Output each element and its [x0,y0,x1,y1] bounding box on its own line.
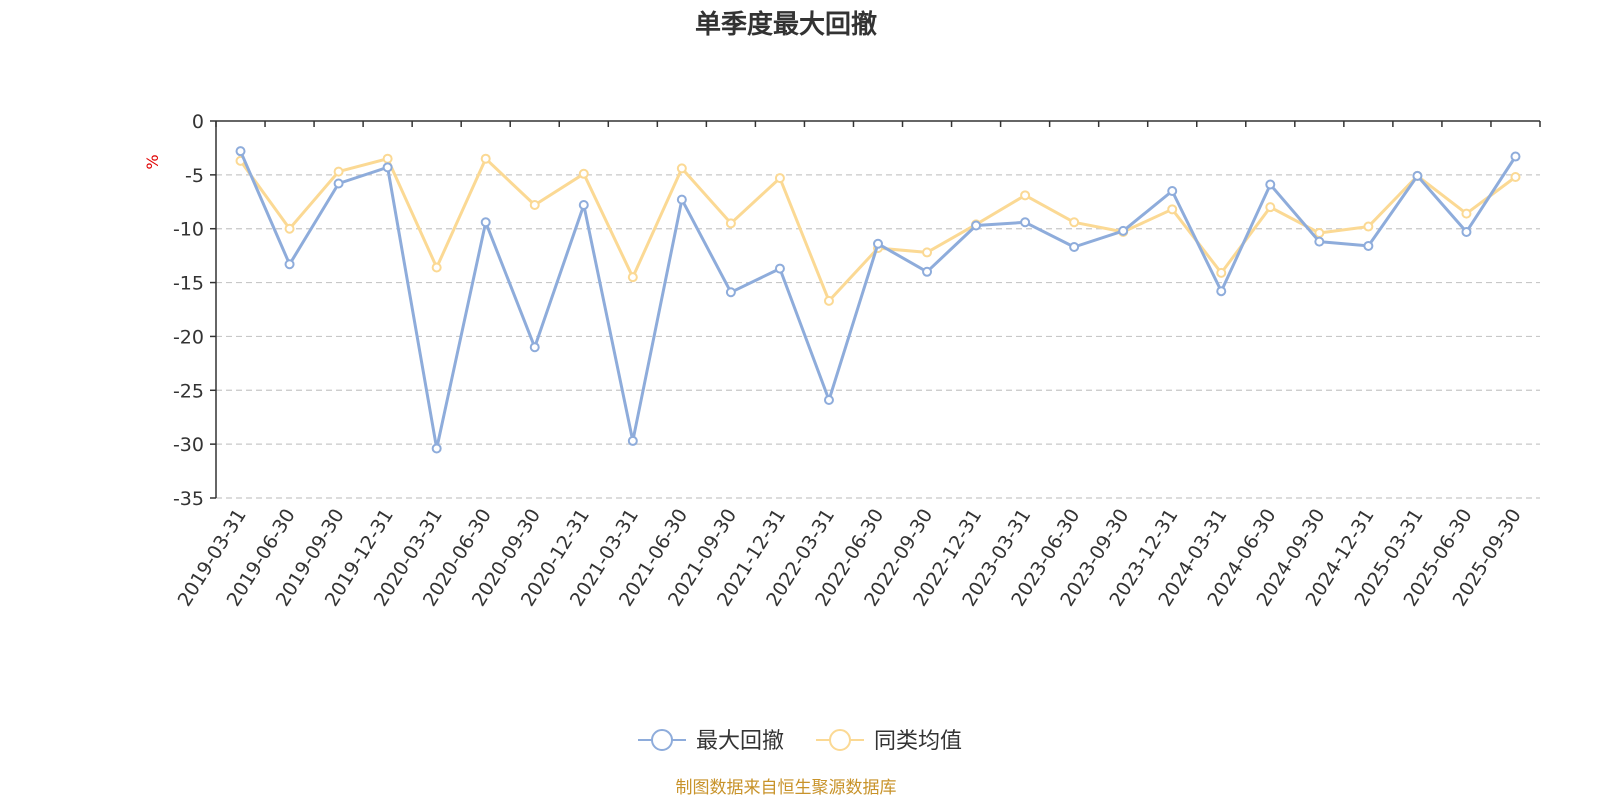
data-point [333,178,344,189]
data-point [627,272,638,283]
data-point [823,295,834,306]
chart-title: 单季度最大回撤 [695,9,877,40]
data-point [578,200,589,211]
data-point [431,443,442,454]
data-point [774,263,785,274]
x-axis-ticks: 2019-03-312019-06-302019-09-302019-12-31… [174,121,1541,610]
y-axis-ticks: 0 -5 -10 -15 -20 -25 -30 -35 [173,111,216,510]
legend-marker-icon [829,729,851,751]
y-axis-unit: % [143,154,162,169]
data-point [480,153,491,164]
series-group [235,146,1521,454]
y-tick-label: -10 [173,219,204,241]
data-point [1167,186,1178,197]
data-point [529,200,540,211]
data-point [1216,267,1227,278]
y-tick-label: -25 [173,380,204,402]
data-point [578,168,589,179]
y-tick-label: -5 [185,165,204,187]
data-point [1510,151,1521,162]
data-point [1167,204,1178,215]
data-point [284,259,295,270]
gridlines [216,174,1540,499]
data-point [1314,228,1325,239]
data-point [431,262,442,273]
data-point [1069,217,1080,228]
data-point [823,394,834,405]
data-point [725,287,736,298]
data-point [1461,226,1472,237]
y-tick-label: 0 [192,111,204,133]
data-point [922,247,933,258]
data-point [627,435,638,446]
axes [215,120,1540,498]
data-point [676,163,687,174]
source-footnote: 制图数据来自恒生聚源数据库 [676,778,897,798]
data-point [235,146,246,157]
legend-label: 同类均值 [874,729,962,754]
data-point [382,153,393,164]
series-最大回撤 [235,146,1521,454]
data-point [1412,170,1423,181]
data-point [873,238,883,249]
data-point [480,217,491,228]
data-point [284,223,295,234]
data-point [1069,242,1080,253]
data-point [1363,221,1374,232]
data-point [1265,202,1276,213]
data-point [529,342,540,353]
legend-item[interactable]: 最大回撤 [638,729,784,754]
legend-label: 最大回撤 [696,729,784,754]
data-point [1363,240,1374,251]
data-point [676,194,687,205]
data-point [1461,208,1472,219]
data-point [1265,179,1276,190]
data-point [1314,236,1325,247]
legend-marker-icon [651,729,673,751]
y-tick-label: -15 [173,273,204,295]
data-point [1510,172,1521,183]
data-point [1216,286,1227,297]
data-point [1118,225,1129,236]
data-point [382,162,393,173]
data-point [1020,217,1031,228]
legend-item[interactable]: 同类均值 [816,729,962,754]
data-point [774,173,785,184]
data-point [922,266,933,277]
legend[interactable]: 最大回撤 同类均值 [638,729,962,754]
data-point [725,218,736,229]
y-tick-label: -20 [173,326,204,348]
y-tick-label: -35 [173,488,204,510]
data-point [333,166,344,177]
data-point [971,220,982,231]
data-point [1020,190,1031,201]
y-tick-label: -30 [173,434,204,456]
series-line [239,157,1517,303]
series-line [239,150,1517,450]
